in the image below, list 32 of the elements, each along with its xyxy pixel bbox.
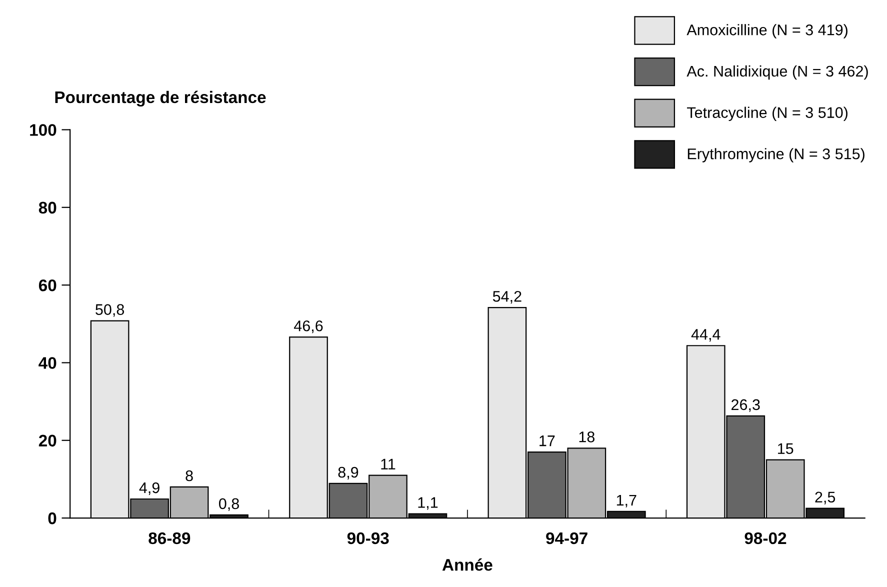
y-tick-label: 40 bbox=[38, 357, 56, 369]
data-label: 1,7 bbox=[616, 494, 636, 508]
data-label: 0,8 bbox=[219, 498, 239, 511]
data-label: 15 bbox=[778, 443, 794, 454]
y-tick-label: 20 bbox=[38, 434, 56, 447]
x-tick-label: 98-02 bbox=[744, 532, 786, 544]
y-tick-label: 100 bbox=[30, 124, 56, 136]
data-label: 1,1 bbox=[418, 497, 438, 510]
data-label: 17 bbox=[540, 436, 555, 446]
data-label: 18 bbox=[579, 432, 594, 442]
legend-label: Ac. Nalidixique (N = 3 462) bbox=[686, 65, 868, 80]
x-tick-label: 86-89 bbox=[148, 532, 190, 544]
y-tick-label: 0 bbox=[48, 512, 56, 524]
x-tick-label: 94-97 bbox=[546, 532, 588, 544]
legend-label: Erythromycine (N = 3 515) bbox=[688, 148, 864, 162]
data-label: 2,5 bbox=[815, 492, 836, 504]
legend-label: Amoxicilline (N = 3 419) bbox=[686, 24, 848, 38]
data-label: 8 bbox=[186, 470, 193, 482]
data-label: 50,8 bbox=[96, 304, 124, 317]
y-axis-title: Pourcentage de résistance bbox=[55, 90, 266, 107]
data-label: 26,3 bbox=[732, 399, 760, 412]
y-tick-label: 60 bbox=[38, 279, 56, 292]
data-label: 46,6 bbox=[294, 320, 323, 334]
legend-label: Tetracycline (N = 3 510) bbox=[687, 106, 848, 121]
data-label: 44,4 bbox=[691, 329, 720, 342]
data-label: 11 bbox=[381, 458, 396, 470]
x-tick-label: 90-93 bbox=[347, 532, 389, 544]
x-axis-title: Année bbox=[442, 558, 492, 571]
data-label: 8,9 bbox=[338, 466, 358, 480]
y-tick-label: 80 bbox=[38, 202, 56, 214]
data-label: 54,2 bbox=[492, 290, 522, 304]
data-label: 4,9 bbox=[139, 482, 160, 496]
